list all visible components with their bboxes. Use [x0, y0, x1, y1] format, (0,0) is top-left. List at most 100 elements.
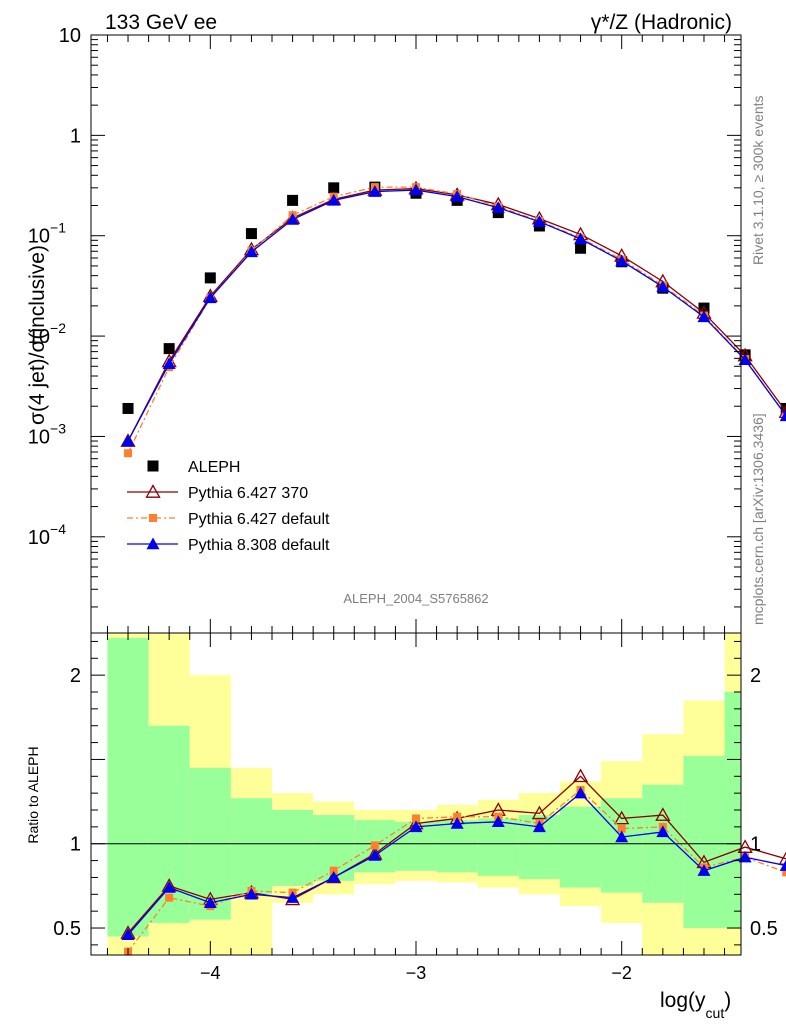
ratio-point: [453, 812, 462, 821]
data-point: [162, 357, 176, 369]
ratio-point: [327, 870, 341, 883]
ratio-point: [329, 866, 338, 875]
data-point: [615, 254, 629, 267]
uncertainty-bands: [107, 633, 741, 955]
y-tick-label-main: 10−1: [28, 220, 66, 248]
ratio-point: [491, 815, 505, 828]
data-point: [124, 449, 133, 458]
data-point: [656, 280, 670, 292]
legend-label: Pythia 8.308 default: [188, 537, 330, 554]
ratio-point: [286, 891, 300, 903]
ratio-point: [121, 928, 135, 940]
y-tick-label-ratio-right: 0.5: [750, 918, 778, 940]
legend-marker: [149, 514, 157, 522]
ratio-point: [368, 849, 382, 861]
band-inner-bin: [601, 798, 643, 893]
data-point: [491, 201, 505, 213]
band-inner-bin: [683, 756, 725, 929]
y-tick-label-ratio-left: 0.5: [53, 918, 81, 940]
legend-marker: [145, 484, 161, 498]
data-point: [575, 242, 587, 254]
data-point: [574, 232, 588, 245]
ratio-point: [738, 850, 752, 863]
ratio-point: [617, 824, 626, 833]
data-point: [698, 302, 710, 314]
y-tick-label-main: 10−4: [28, 521, 66, 549]
legend-marker: [146, 537, 160, 550]
y-axis-title-ratio: Ratio to ALEPH: [25, 746, 41, 843]
y-tick-exponent: −1: [50, 220, 66, 236]
ratio-point: [532, 820, 546, 833]
ratio-point: [656, 825, 670, 838]
ratio-point: [615, 830, 629, 843]
ratio-point: [697, 864, 711, 876]
data-point: [738, 353, 752, 366]
data-point: [203, 291, 217, 304]
data-point: [327, 193, 341, 206]
x-axis-title: log(ycut): [660, 989, 731, 1021]
data-point: [779, 409, 786, 422]
ratio-point: [370, 841, 379, 850]
x-tick-label: −2: [611, 963, 632, 983]
ratio-series-group: [120, 768, 786, 956]
x-tick-label: −3: [406, 963, 427, 983]
data-point: [450, 190, 464, 202]
data-point: [532, 215, 546, 227]
series-line-1: [127, 187, 786, 442]
band-inner-bin: [272, 810, 314, 886]
data-point: [163, 343, 175, 355]
legend-label: Pythia 6.427 default: [188, 511, 330, 528]
band-inner-bin: [436, 820, 478, 873]
data-point: [122, 402, 134, 414]
ratio-point: [782, 868, 786, 877]
y-tick-label-ratio-right: 1: [750, 834, 761, 856]
y-tick-label-ratio-right: 2: [750, 665, 761, 687]
y-tick-exponent: −4: [50, 521, 66, 537]
data-point: [409, 183, 423, 196]
ratio-point: [203, 896, 217, 908]
y-tick-label-ratio-left: 1: [70, 834, 81, 856]
legend-label: Pythia 6.427 370: [188, 485, 308, 502]
y-axis-title-main: σ(4 jet)/σ(inclusive): [26, 245, 49, 425]
band-inner-bin: [724, 692, 741, 929]
y-tick-label-ratio-left: 2: [70, 665, 81, 687]
ratio-point: [778, 851, 786, 865]
ratio-point: [572, 768, 589, 783]
ratio-point: [531, 805, 548, 820]
data-point: [121, 434, 135, 447]
ratio-point: [574, 786, 588, 799]
ratio-point: [412, 814, 420, 823]
series-line-2: [127, 186, 786, 454]
data-point: [368, 185, 382, 197]
y-tick-exponent: −3: [50, 420, 66, 436]
data-point: [204, 272, 216, 284]
data-point: [244, 245, 258, 258]
legend-marker: [147, 460, 159, 472]
band-inner-bin: [107, 638, 149, 937]
ratio-point: [244, 887, 258, 900]
ratio-point: [614, 810, 630, 825]
series-line-3: [127, 189, 786, 442]
ratio-point: [779, 859, 786, 871]
header-left-label: 133 GeV ee: [105, 11, 217, 34]
x-tick-label: −4: [200, 963, 221, 983]
y-tick-label-main: 1: [70, 125, 81, 147]
data-point: [328, 182, 340, 194]
data-point: [697, 310, 711, 323]
legend: ALEPH Pythia 6.427 370 Pythia 6.427 defaul…: [127, 459, 330, 554]
analysis-id: ALEPH_2004_S5765862: [343, 591, 488, 606]
data-point: [245, 228, 257, 240]
band-inner-bin: [559, 806, 602, 888]
y-tick-exponent: −2: [50, 320, 66, 336]
main-series-group: [120, 180, 786, 458]
band-inner-bin: [477, 818, 519, 876]
ratio-point: [162, 881, 176, 893]
data-point: [286, 213, 300, 225]
band-inner-bin: [230, 798, 273, 895]
ratio-point: [165, 893, 174, 902]
ratio-point: [655, 807, 671, 821]
data-point: [287, 194, 299, 206]
legend-label: ALEPH: [188, 459, 240, 476]
mcplots-label: mcplots.cern.ch [arXiv:1306.3436]: [750, 413, 766, 625]
